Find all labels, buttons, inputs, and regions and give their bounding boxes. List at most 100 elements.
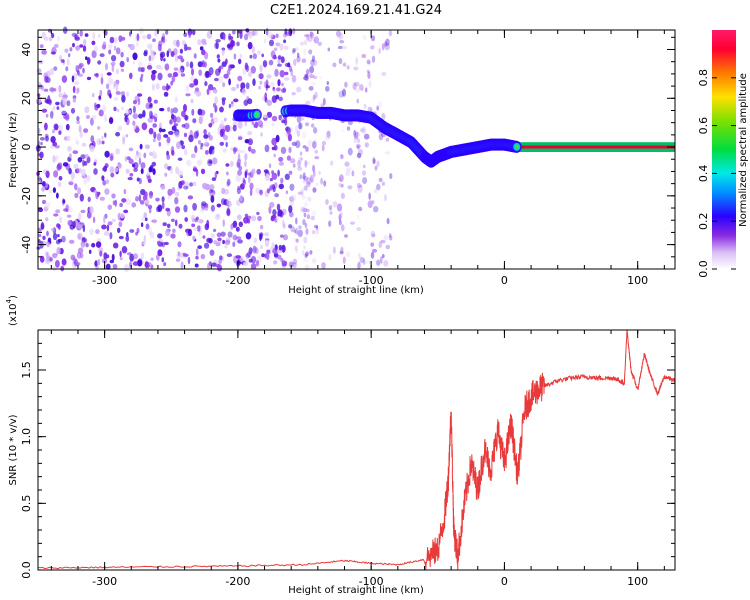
noise-dot — [228, 36, 234, 40]
noise-dot — [314, 59, 318, 66]
noise-dot — [366, 59, 371, 65]
noise-dot — [101, 135, 104, 140]
noise-dot — [274, 68, 279, 77]
noise-dot — [146, 171, 151, 176]
noise-dot — [301, 58, 307, 63]
noise-dot — [259, 233, 262, 241]
noise-dot — [226, 69, 231, 76]
noise-dot — [158, 127, 163, 133]
noise-dot — [174, 96, 178, 103]
noise-dot — [327, 47, 331, 52]
noise-dot — [302, 207, 308, 213]
noise-dot — [139, 143, 143, 150]
noise-dot — [118, 35, 123, 43]
ridge-blob — [254, 112, 259, 118]
noise-dot — [133, 125, 137, 130]
noise-dot — [148, 127, 154, 135]
noise-dot — [240, 149, 246, 154]
noise-dot — [132, 113, 138, 119]
noise-dot — [104, 114, 107, 123]
noise-dot — [304, 34, 310, 38]
snr-panel: -300 -200 -100 0 100 0.0 0.5 1.0 1.5 Height of … — [5, 295, 676, 596]
noise-dot — [251, 121, 255, 126]
noise-dot — [342, 256, 346, 264]
noise-dot — [197, 61, 203, 68]
noise-dot — [132, 52, 138, 61]
noise-dot — [119, 60, 125, 68]
noise-dot — [222, 82, 226, 88]
snr-y-multiplier: (x104) — [5, 295, 19, 326]
noise-dot — [82, 237, 88, 243]
noise-dot — [57, 181, 62, 187]
noise-dot — [63, 114, 69, 120]
noise-dot — [191, 68, 194, 76]
noise-dot — [180, 73, 186, 77]
noise-dot — [195, 248, 199, 256]
noise-dot — [312, 164, 316, 173]
noise-dot — [167, 73, 173, 78]
noise-dot — [177, 170, 184, 178]
noise-dot — [381, 112, 386, 121]
noise-dot — [120, 91, 126, 97]
noise-dot — [223, 73, 229, 79]
noise-dot — [53, 213, 59, 217]
x-tick-label: -100 — [359, 274, 384, 287]
noise-dot — [226, 43, 231, 49]
noise-dot — [262, 114, 268, 119]
noise-dot — [381, 43, 385, 51]
noise-dot — [312, 139, 318, 144]
noise-dot — [211, 262, 217, 267]
noise-dot — [91, 242, 96, 248]
noise-dot — [209, 249, 215, 256]
noise-dot — [247, 41, 253, 50]
noise-dot — [69, 153, 72, 159]
noise-dot — [301, 195, 306, 200]
noise-dot — [164, 63, 170, 71]
noise-dot — [295, 217, 298, 225]
noise-dot — [303, 236, 308, 244]
noise-dot — [91, 40, 96, 46]
noise-dot — [110, 61, 116, 66]
noise-dot — [117, 162, 122, 169]
noise-dot — [301, 218, 306, 225]
noise-dot — [249, 188, 253, 196]
noise-dot — [171, 75, 176, 83]
noise-dot — [306, 177, 312, 185]
noise-dot — [238, 58, 242, 65]
noise-dot — [372, 157, 376, 165]
noise-dot — [80, 209, 86, 214]
noise-dot — [284, 28, 288, 35]
noise-dot — [258, 85, 261, 90]
noise-dot — [123, 264, 130, 272]
noise-dot — [77, 167, 82, 173]
noise-dot — [212, 88, 218, 94]
noise-dot — [302, 145, 307, 149]
noise-dot — [228, 103, 232, 109]
noise-dot — [46, 255, 50, 262]
noise-dot — [320, 103, 325, 107]
noise-dot — [150, 257, 154, 261]
noise-dot — [123, 209, 129, 214]
noise-dot — [189, 182, 194, 187]
noise-dot — [312, 187, 317, 194]
noise-dot — [79, 30, 83, 37]
noise-dot — [108, 49, 112, 55]
noise-dot — [355, 143, 361, 149]
noise-dot — [124, 156, 128, 162]
noise-dot — [312, 94, 316, 101]
snr-y-ticks: 0.0 0.5 1.0 1.5 — [20, 329, 675, 579]
noise-dot — [119, 202, 123, 208]
noise-dot — [317, 41, 322, 46]
noise-dot — [174, 131, 180, 138]
noise-dot — [77, 187, 82, 195]
noise-dot — [356, 227, 361, 231]
noise-dot — [276, 203, 281, 211]
noise-dot — [273, 144, 278, 151]
noise-dot — [148, 55, 151, 62]
noise-dot — [71, 75, 75, 83]
noise-dot — [52, 129, 55, 134]
noise-dot — [263, 232, 270, 237]
noise-dot — [342, 62, 347, 67]
noise-dot — [136, 104, 139, 108]
noise-dot — [270, 81, 275, 88]
